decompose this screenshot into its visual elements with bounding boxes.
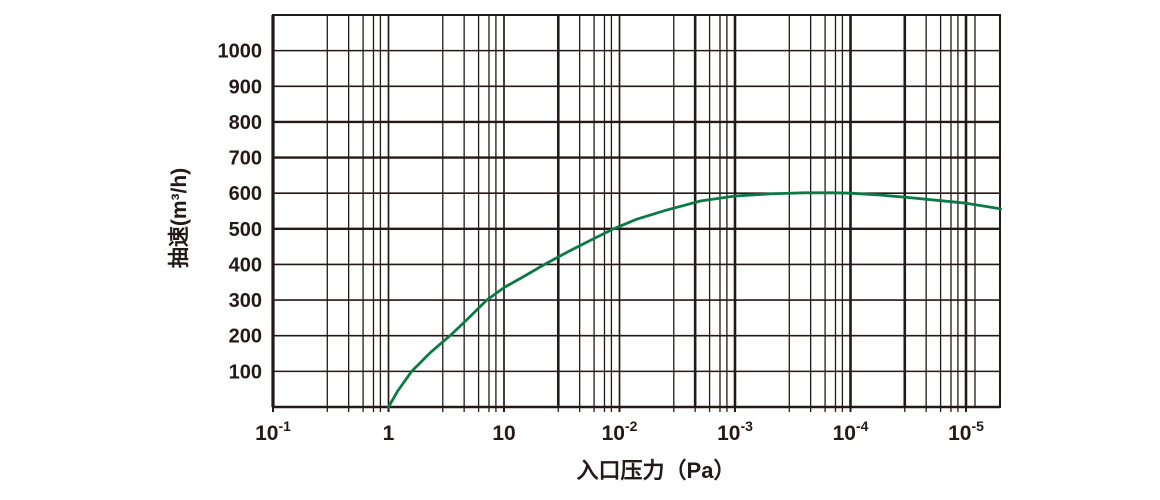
x-tick-label: 1 <box>383 422 395 445</box>
grid-lines <box>273 15 1000 407</box>
x-tick-labels: 10-1 1 10 10-2 10-3 10-4 10-5 <box>255 418 984 445</box>
y-tick-label: 800 <box>229 112 262 134</box>
x-tick-label: 10-1 <box>255 418 291 445</box>
x-tick-label: 10-2 <box>602 418 638 445</box>
y-tick-label: 700 <box>229 148 262 170</box>
y-tick-label: 300 <box>229 290 262 312</box>
y-tick-label: 400 <box>229 254 262 276</box>
plot-frame <box>272 14 1001 408</box>
x-tick-label: 10-4 <box>833 418 869 445</box>
y-tick-label: 200 <box>229 326 262 348</box>
speed-curve <box>387 191 1002 409</box>
y-axis-title: 抽速(m³/h) <box>167 168 191 268</box>
x-tick-label: 10-5 <box>948 418 984 445</box>
y-tick-label: 500 <box>229 219 262 241</box>
x-tick-label: 10 <box>492 422 515 445</box>
y-tick-label: 600 <box>229 183 262 205</box>
x-tick-label: 10-3 <box>717 418 753 445</box>
x-axis-title: 入口压力（Pa） <box>577 458 736 483</box>
y-tick-label: 100 <box>229 361 262 383</box>
y-tick-labels: 100 200 300 400 500 600 700 800 900 1000 <box>218 41 263 384</box>
y-tick-label: 1000 <box>218 41 263 63</box>
plot-border <box>271 14 1001 409</box>
y-tick-label: 900 <box>229 76 262 98</box>
